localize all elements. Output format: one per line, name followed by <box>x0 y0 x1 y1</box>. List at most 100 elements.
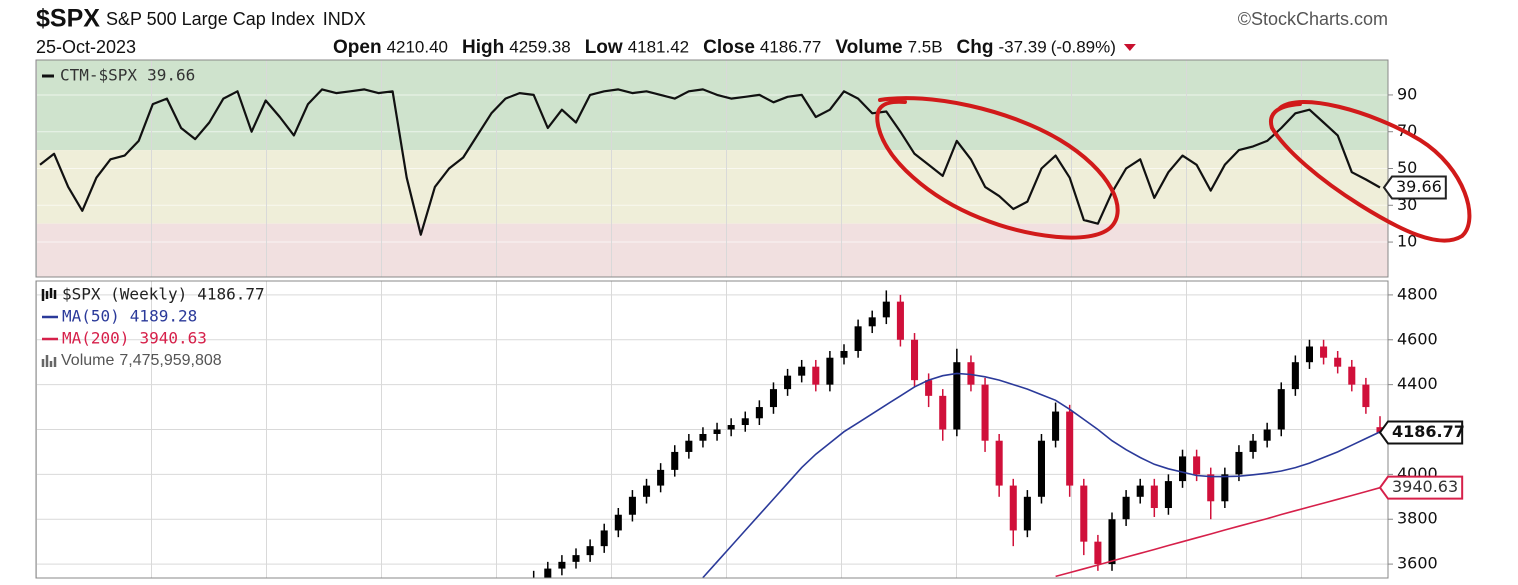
y-tick-label: 4400 <box>1397 374 1438 393</box>
candle-body <box>628 496 636 515</box>
candle-body <box>572 555 580 562</box>
candle-body <box>1108 519 1116 565</box>
candle-body <box>995 440 1003 486</box>
candle-body <box>614 514 622 531</box>
candle-body <box>1009 485 1017 531</box>
y-tick-label: 4600 <box>1397 329 1438 348</box>
candle-body <box>727 425 735 430</box>
symbol: $SPX <box>36 5 100 33</box>
quote-label: Low <box>585 37 623 58</box>
candle-body <box>1193 456 1201 475</box>
candle-body <box>812 366 820 385</box>
quote-label: Open <box>333 37 382 58</box>
candle-body <box>896 301 904 340</box>
candle-body <box>1066 411 1074 486</box>
candle-body <box>1362 384 1370 408</box>
price-plot <box>530 290 1384 578</box>
y-tick-label: 3800 <box>1397 509 1438 528</box>
candle-body <box>643 485 651 497</box>
legend-swatch <box>41 355 57 367</box>
candle-body <box>798 366 806 376</box>
y-tick-label: 90 <box>1397 84 1417 103</box>
candle-body <box>1094 541 1102 565</box>
quote-label: Volume <box>835 37 902 58</box>
change-arrow <box>1123 44 1136 51</box>
legend-value: 4189.28 <box>130 307 197 326</box>
annotation-circle <box>1269 100 1472 243</box>
value-box <box>1378 475 1464 500</box>
candle-body <box>1221 474 1229 502</box>
credit: ©StockCharts.com <box>1238 9 1388 29</box>
quote-percent: (-0.89%) <box>1051 37 1116 56</box>
y-tick-label: 50 <box>1397 158 1417 177</box>
legend-label: MA(200) <box>62 329 129 348</box>
quote-label: Close <box>703 37 755 58</box>
legend-swatch <box>41 288 57 301</box>
vertical-grid <box>36 60 1388 277</box>
index-name: S&P 500 Large Cap Index <box>106 9 315 29</box>
legend-value: 3940.63 <box>139 329 206 348</box>
quote-value: 4259.38 <box>509 37 570 56</box>
candle-body <box>1376 427 1384 433</box>
candle-body <box>530 577 538 578</box>
candle-body <box>1320 346 1328 358</box>
candle-body <box>1263 429 1271 441</box>
header: $SPX S&P 500 Large Cap Index INDX ©StockCha… <box>36 5 1388 58</box>
quote-value: 7.5B <box>908 37 943 56</box>
candle-body <box>784 375 792 390</box>
value-box-label: 39.66 <box>1396 177 1442 196</box>
indicator-line <box>39 88 1381 236</box>
exchange: INDX <box>323 9 366 29</box>
candle-body <box>769 389 777 408</box>
candle-body <box>1277 389 1285 430</box>
candle-body <box>1023 496 1031 531</box>
candle-body <box>981 384 989 441</box>
y-tick-label: 10 <box>1397 232 1417 251</box>
candle-body <box>967 362 975 385</box>
candle-body <box>939 395 947 430</box>
candle-body <box>1122 496 1130 520</box>
candle-body <box>671 451 679 470</box>
candle-body <box>558 561 566 569</box>
candle-body <box>953 362 961 430</box>
candle-body <box>755 407 763 419</box>
candle-body <box>1305 346 1313 363</box>
quote-value: 4181.42 <box>628 37 689 56</box>
legend-value: 4186.77 <box>197 285 264 304</box>
annotation-circle <box>875 96 1120 240</box>
candle-body <box>1179 456 1187 482</box>
candle-body <box>1080 485 1088 542</box>
y-tick-label: 30 <box>1397 195 1417 214</box>
indicator-plot <box>39 88 1381 236</box>
candle-body <box>699 433 707 441</box>
candle-body <box>1348 366 1356 385</box>
value-box <box>1382 175 1447 200</box>
quote-value: 4210.40 <box>387 37 448 56</box>
candle-body <box>1136 485 1144 497</box>
candle-body <box>911 339 919 381</box>
candle-body <box>713 429 721 434</box>
quote-value: 4186.77 <box>760 37 821 56</box>
candle-body <box>1164 481 1172 509</box>
date: 25-Oct-2023 <box>36 37 136 57</box>
moving-average <box>1055 486 1381 578</box>
candle-body <box>868 317 876 327</box>
candle-body <box>657 469 665 486</box>
candle-body <box>840 350 848 358</box>
candle-body <box>544 568 552 578</box>
candle-body <box>1291 362 1299 390</box>
y-tick-label: 3600 <box>1397 554 1438 573</box>
moving-average <box>702 372 1381 578</box>
candle-body <box>925 380 933 396</box>
y-tick-label: 4800 <box>1397 284 1438 303</box>
candle-body <box>741 418 749 426</box>
value-box <box>1378 420 1464 445</box>
candle-body <box>1249 440 1257 452</box>
quote-label: High <box>462 37 504 58</box>
value-box-label: 4186.77 <box>1392 422 1465 441</box>
legend-label: $SPX (Weekly) <box>62 285 187 304</box>
value-box-label: 3940.63 <box>1392 477 1458 496</box>
